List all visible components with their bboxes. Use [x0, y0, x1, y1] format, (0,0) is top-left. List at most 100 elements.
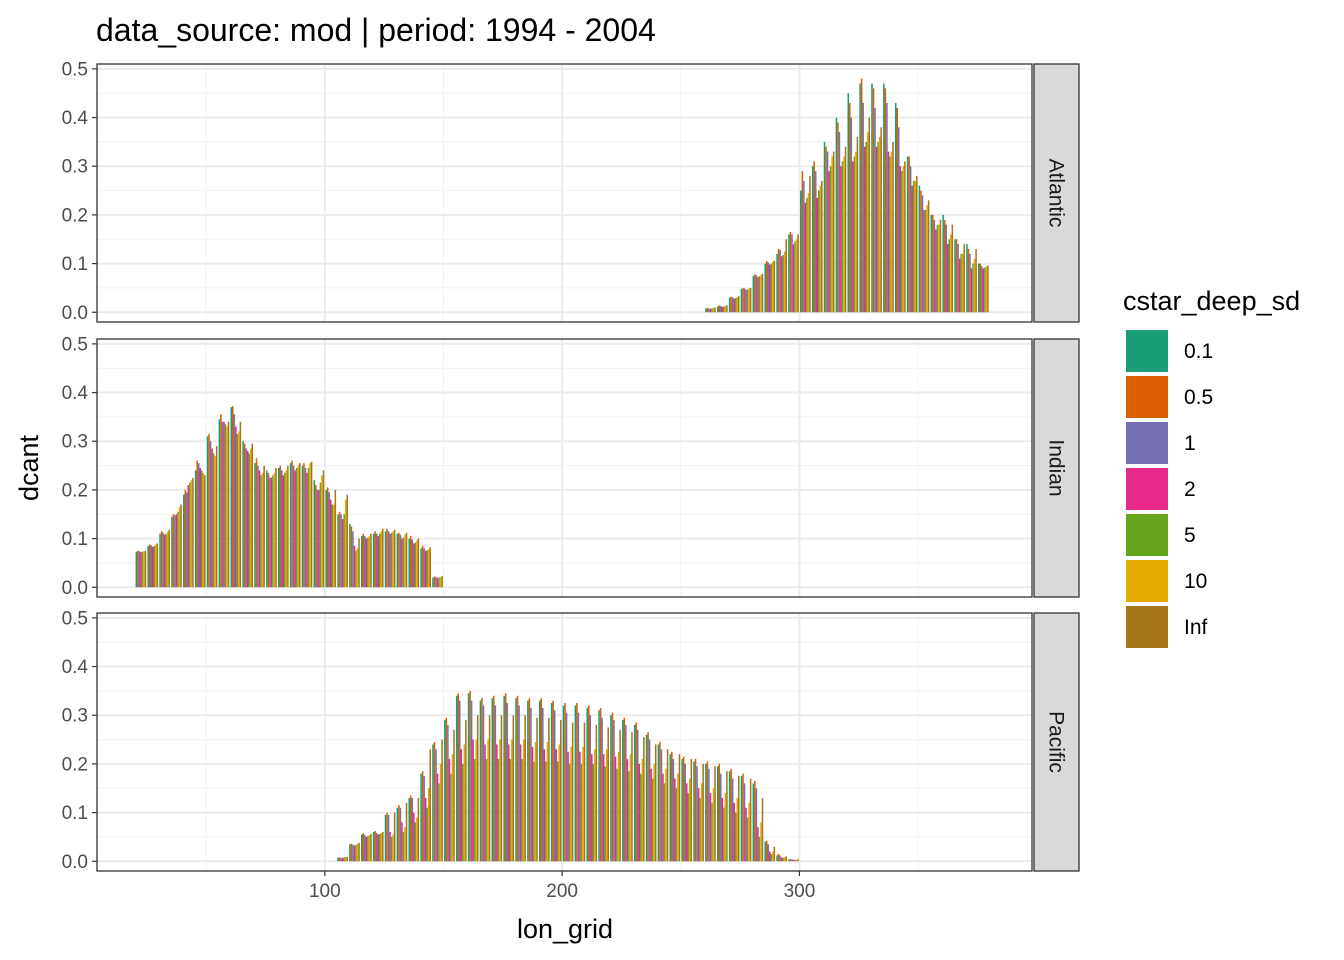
bar: [789, 231, 792, 313]
bar: [447, 724, 449, 862]
bar: [723, 807, 725, 862]
bar: [610, 715, 612, 862]
bar: [392, 834, 394, 862]
bar: [773, 260, 776, 313]
bar: [536, 717, 538, 862]
bar: [282, 475, 285, 588]
bar: [720, 773, 722, 862]
bar: [693, 761, 695, 862]
y-tick-label: 0.0: [62, 578, 88, 599]
bar: [352, 531, 354, 588]
bar: [284, 472, 286, 588]
bar: [518, 705, 520, 862]
bar: [375, 533, 378, 588]
bar: [681, 759, 683, 862]
bar: [714, 307, 716, 313]
bar: [368, 536, 371, 588]
bar: [408, 538, 410, 588]
bar: [469, 690, 471, 862]
bar: [748, 288, 750, 313]
bar: [819, 185, 822, 313]
bar: [638, 763, 641, 862]
bar: [285, 470, 288, 588]
bar: [660, 749, 663, 862]
bar: [199, 468, 201, 588]
bar: [733, 802, 735, 862]
bar: [473, 759, 476, 862]
bar: [981, 266, 983, 313]
bar: [761, 273, 764, 313]
y-tick-label: 0.0: [62, 852, 88, 873]
bar: [398, 805, 400, 862]
bar: [467, 693, 470, 862]
bar: [350, 843, 353, 862]
bar: [496, 744, 498, 862]
bar: [263, 465, 265, 588]
bar: [924, 210, 927, 313]
bar: [436, 578, 439, 588]
bar: [757, 827, 759, 862]
bar: [242, 441, 244, 588]
bar: [396, 533, 399, 588]
bar: [460, 749, 463, 862]
bar: [979, 263, 982, 313]
bar: [765, 261, 768, 313]
bar: [840, 166, 842, 313]
bar: [291, 460, 293, 588]
bar: [736, 797, 738, 862]
bar: [814, 171, 817, 313]
bar: [481, 698, 483, 862]
bar: [393, 529, 396, 588]
bar: [289, 463, 292, 588]
bar: [433, 576, 436, 588]
bar: [752, 783, 755, 862]
bar: [765, 840, 768, 862]
bar: [215, 446, 218, 588]
facet-strip-label: Indian: [1045, 439, 1068, 496]
bar: [230, 407, 233, 588]
bar: [702, 763, 704, 862]
bar: [628, 771, 630, 862]
bar: [843, 156, 845, 313]
bar: [728, 771, 731, 862]
bar: [826, 151, 829, 313]
panels-layer: 0.00.10.20.30.40.5Atlantic0.00.10.20.30.…: [62, 59, 1080, 873]
bar: [313, 480, 316, 588]
bar: [361, 536, 363, 588]
bar: [470, 700, 473, 862]
bar: [844, 146, 847, 313]
bar: [711, 308, 713, 313]
bar: [740, 776, 743, 862]
bar: [583, 722, 586, 862]
bar: [936, 224, 939, 313]
bar: [699, 797, 701, 862]
bar: [794, 241, 796, 313]
bar: [742, 773, 744, 862]
bar: [890, 151, 893, 313]
bar: [533, 761, 535, 862]
bar: [770, 263, 773, 313]
bar: [509, 759, 512, 862]
bar: [764, 841, 766, 862]
bar: [726, 771, 728, 862]
bar: [367, 835, 369, 862]
bar: [374, 831, 376, 862]
bar: [785, 239, 787, 313]
bar: [392, 531, 394, 588]
bar: [439, 577, 442, 588]
bar: [973, 258, 976, 313]
bar: [402, 832, 405, 862]
bar: [413, 543, 415, 588]
bar: [776, 855, 778, 862]
bar: [734, 298, 737, 313]
bar: [538, 700, 541, 862]
bar: [602, 754, 605, 862]
bar: [700, 783, 703, 862]
bar: [736, 297, 738, 313]
bar: [614, 756, 617, 862]
bar: [718, 305, 721, 313]
bar: [960, 253, 962, 313]
bar: [933, 219, 936, 313]
bar: [636, 729, 639, 862]
bar: [780, 256, 783, 313]
